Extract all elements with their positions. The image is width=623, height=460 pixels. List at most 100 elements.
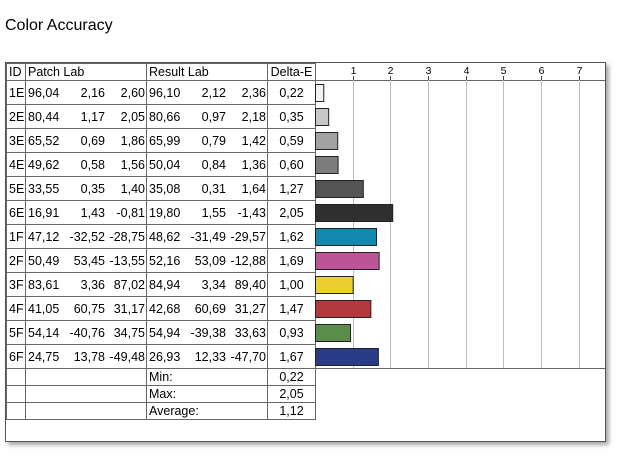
patch-b: -0,81 — [116, 205, 146, 220]
result-l: 26,93 — [149, 349, 181, 364]
patch-l: 80,44 — [28, 109, 60, 124]
result-a: 1,55 — [201, 205, 226, 220]
row-id: 4F — [6, 296, 26, 321]
delta-e-cell: 0,60 — [267, 152, 316, 177]
result-l: 52,16 — [149, 253, 181, 268]
chart-bar-2e — [315, 108, 330, 126]
result-l: 54,94 — [149, 325, 181, 340]
table-row: 4E 49,62 0,58 1,56 50,04 0,84 1,36 0,60 — [6, 152, 316, 177]
table-header-row: ID Patch Lab Result Lab Delta-E — [6, 63, 316, 81]
table-row: 1E 96,04 2,16 2,60 96,10 2,12 2,36 0,22 — [6, 80, 316, 105]
row-id: 1E — [6, 80, 26, 105]
delta-e-cell: 1,00 — [267, 272, 316, 297]
chart-bar-2f — [315, 252, 380, 270]
summary-row: Average: 1,12 — [6, 402, 316, 420]
patch-a: 2,16 — [80, 85, 105, 100]
result-a: 12,33 — [194, 349, 226, 364]
summary-empty-id — [6, 385, 26, 403]
header-id: ID — [6, 63, 26, 81]
patch-l: 24,75 — [28, 349, 60, 364]
chart-bar-3f — [315, 276, 354, 294]
result-lab-cell: 52,16 53,09 -12,88 — [146, 248, 268, 273]
patch-b: 1,56 — [120, 157, 145, 172]
page-title: Color Accuracy — [5, 17, 113, 34]
table-body: 1E 96,04 2,16 2,60 96,10 2,12 2,36 0,22 2E 80,44 1… — [6, 80, 316, 369]
patch-lab-cell: 83,61 3,36 87,02 — [25, 272, 147, 297]
result-lab-cell: 65,99 0,79 1,42 — [146, 128, 268, 153]
patch-a: -40,76 — [69, 325, 105, 340]
patch-a: 0,58 — [80, 157, 105, 172]
delta-e-cell: 1,27 — [267, 176, 316, 201]
color-accuracy-panel: ID Patch Lab Result Lab Delta-E 1E 96,04 2… — [5, 62, 606, 442]
result-l: 84,94 — [149, 277, 181, 292]
chart-tick-label: 3 — [426, 65, 432, 77]
table-row: 4F 41,05 60,75 31,17 42,68 60,69 31,27 1,47 — [6, 296, 316, 321]
patch-a: 0,69 — [80, 133, 105, 148]
patch-b: 34,75 — [113, 325, 145, 340]
chart-bar-5f — [315, 324, 352, 342]
chart-tick-label: 5 — [501, 65, 507, 77]
result-lab-cell: 19,80 1,55 -1,43 — [146, 200, 268, 225]
delta-e-cell: 1,62 — [267, 224, 316, 249]
summary-value: 0,22 — [267, 368, 316, 386]
chart-bar-3e — [315, 132, 339, 150]
table-row: 6F 24,75 13,78 -49,48 26,93 12,33 -47,70 1,67 — [6, 344, 316, 369]
result-a: 60,69 — [194, 301, 226, 316]
row-id: 3E — [6, 128, 26, 153]
chart-bar-1f — [315, 228, 378, 246]
result-l: 35,08 — [149, 181, 181, 196]
summary-label: Average: — [146, 402, 268, 420]
result-l: 42,68 — [149, 301, 181, 316]
result-l: 65,99 — [149, 133, 181, 148]
result-lab-cell: 48,62 -31,49 -29,57 — [146, 224, 268, 249]
delta-e-cell: 0,22 — [267, 80, 316, 105]
patch-l: 50,49 — [28, 253, 60, 268]
result-b: -12,88 — [230, 253, 266, 268]
summary-label: Max: — [146, 385, 268, 403]
row-id: 2F — [6, 248, 26, 273]
patch-l: 65,52 — [28, 133, 60, 148]
patch-lab-cell: 16,91 1,43 -0,81 — [25, 200, 147, 225]
patch-b: 2,60 — [120, 85, 145, 100]
patch-l: 54,14 — [28, 325, 60, 340]
patch-lab-cell: 47,12 -32,52 -28,75 — [25, 224, 147, 249]
patch-b: -28,75 — [109, 229, 145, 244]
chart-tick-label: 2 — [388, 65, 394, 77]
result-l: 80,66 — [149, 109, 181, 124]
patch-b: 31,17 — [113, 301, 145, 316]
patch-a: 1,17 — [80, 109, 105, 124]
row-id: 5F — [6, 320, 26, 345]
patch-a: 53,45 — [73, 253, 105, 268]
patch-lab-cell: 80,44 1,17 2,05 — [25, 104, 147, 129]
patch-b: 1,86 — [120, 133, 145, 148]
header-delta-e: Delta-E — [267, 63, 316, 81]
result-a: 2,12 — [201, 85, 226, 100]
patch-l: 49,62 — [28, 157, 60, 172]
delta-e-cell: 0,93 — [267, 320, 316, 345]
result-b: 2,36 — [241, 85, 266, 100]
summary-empty-patch — [25, 385, 147, 403]
chart-tick-label: 6 — [539, 65, 545, 77]
chart-bar-5e — [315, 180, 364, 198]
summary-empty-patch — [25, 402, 147, 420]
chart-tick-label: 7 — [577, 65, 583, 77]
patch-l: 41,05 — [28, 301, 60, 316]
patch-b: 2,05 — [120, 109, 145, 124]
row-id: 4E — [6, 152, 26, 177]
patch-lab-cell: 33,55 0,35 1,40 — [25, 176, 147, 201]
result-b: 2,18 — [241, 109, 266, 124]
result-b: 31,27 — [234, 301, 266, 316]
result-a: -39,38 — [190, 325, 226, 340]
result-b: -1,43 — [237, 205, 267, 220]
summary-empty-patch — [25, 368, 147, 386]
patch-l: 47,12 — [28, 229, 60, 244]
table-row: 3F 83,61 3,36 87,02 84,94 3,34 89,40 1,00 — [6, 272, 316, 297]
result-a: 0,97 — [201, 109, 226, 124]
result-b: 1,64 — [241, 181, 266, 196]
table-row: 5F 54,14 -40,76 34,75 54,94 -39,38 33,63 0,93 — [6, 320, 316, 345]
patch-b: -13,55 — [109, 253, 145, 268]
result-l: 19,80 — [149, 205, 181, 220]
delta-e-bar-chart: 1 2 3 4 5 6 7 — [313, 63, 605, 369]
patch-b: 87,02 — [113, 277, 145, 292]
result-a: 0,84 — [201, 157, 226, 172]
